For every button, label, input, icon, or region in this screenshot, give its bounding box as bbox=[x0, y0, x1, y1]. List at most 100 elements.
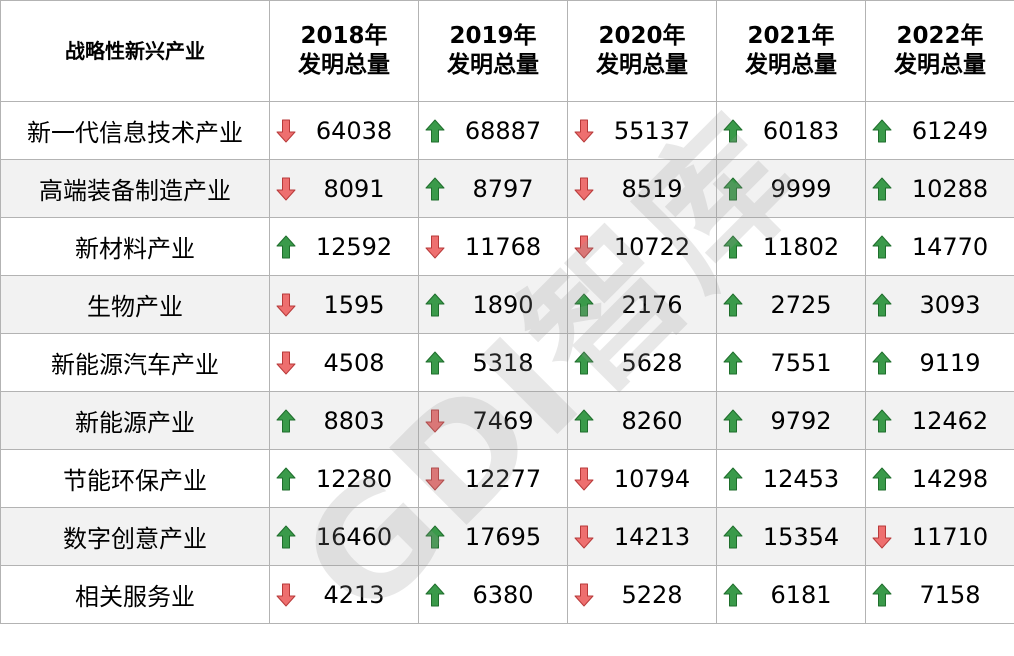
value-cell: 5628 bbox=[568, 334, 717, 392]
industry-name: 新一代信息技术产业 bbox=[1, 102, 270, 160]
value-cell: 15354 bbox=[717, 508, 866, 566]
arrow-up-icon bbox=[872, 119, 892, 143]
value-cell: 14770 bbox=[866, 218, 1014, 276]
arrow-up-icon bbox=[723, 351, 743, 375]
arrow-down-icon bbox=[276, 119, 296, 143]
column-label: 发明总量 bbox=[568, 51, 716, 80]
value-cell: 2725 bbox=[717, 276, 866, 334]
value-cell: 7551 bbox=[717, 334, 866, 392]
arrow-up-icon bbox=[574, 293, 594, 317]
arrow-down-icon bbox=[574, 525, 594, 549]
value-cell: 3093 bbox=[866, 276, 1014, 334]
value-text: 10722 bbox=[598, 218, 716, 275]
value-text: 8260 bbox=[598, 392, 716, 449]
arrow-up-icon bbox=[723, 235, 743, 259]
value-cell: 55137 bbox=[568, 102, 717, 160]
column-label: 发明总量 bbox=[270, 51, 418, 80]
value-cell: 10288 bbox=[866, 160, 1014, 218]
arrow-down-icon bbox=[425, 467, 445, 491]
column-header: 2022年发明总量 bbox=[866, 1, 1014, 102]
industry-name: 相关服务业 bbox=[1, 566, 270, 624]
value-text: 9792 bbox=[747, 392, 865, 449]
value-text: 14770 bbox=[896, 218, 1014, 275]
value-cell: 7158 bbox=[866, 566, 1014, 624]
value-cell: 7469 bbox=[419, 392, 568, 450]
arrow-up-icon bbox=[425, 177, 445, 201]
value-cell: 1595 bbox=[270, 276, 419, 334]
value-text: 6181 bbox=[747, 566, 865, 623]
column-header: 2020年发明总量 bbox=[568, 1, 717, 102]
value-text: 64038 bbox=[300, 102, 418, 159]
value-cell: 12592 bbox=[270, 218, 419, 276]
arrow-up-icon bbox=[723, 119, 743, 143]
value-cell: 6181 bbox=[717, 566, 866, 624]
arrow-down-icon bbox=[276, 293, 296, 317]
value-cell: 1890 bbox=[419, 276, 568, 334]
value-cell: 12277 bbox=[419, 450, 568, 508]
value-cell: 11710 bbox=[866, 508, 1014, 566]
arrow-down-icon bbox=[574, 177, 594, 201]
value-text: 12280 bbox=[300, 450, 418, 507]
column-year: 2021年 bbox=[717, 22, 865, 51]
value-cell: 6380 bbox=[419, 566, 568, 624]
arrow-down-icon bbox=[574, 467, 594, 491]
column-header: 2018年发明总量 bbox=[270, 1, 419, 102]
value-cell: 4213 bbox=[270, 566, 419, 624]
value-cell: 17695 bbox=[419, 508, 568, 566]
value-text: 16460 bbox=[300, 508, 418, 565]
value-text: 2176 bbox=[598, 276, 716, 333]
value-cell: 5318 bbox=[419, 334, 568, 392]
value-text: 9999 bbox=[747, 160, 865, 217]
column-label: 发明总量 bbox=[717, 51, 865, 80]
value-cell: 61249 bbox=[866, 102, 1014, 160]
industry-name: 高端装备制造产业 bbox=[1, 160, 270, 218]
column-label: 发明总量 bbox=[866, 51, 1014, 80]
value-text: 8091 bbox=[300, 160, 418, 217]
arrow-up-icon bbox=[723, 467, 743, 491]
value-cell: 9999 bbox=[717, 160, 866, 218]
arrow-down-icon bbox=[574, 583, 594, 607]
arrow-down-icon bbox=[574, 119, 594, 143]
value-text: 8803 bbox=[300, 392, 418, 449]
arrow-up-icon bbox=[723, 177, 743, 201]
value-text: 1595 bbox=[300, 276, 418, 333]
arrow-up-icon bbox=[574, 351, 594, 375]
arrow-up-icon bbox=[425, 525, 445, 549]
value-text: 11768 bbox=[449, 218, 567, 275]
arrow-down-icon bbox=[425, 235, 445, 259]
value-text: 55137 bbox=[598, 102, 716, 159]
value-cell: 14298 bbox=[866, 450, 1014, 508]
value-text: 3093 bbox=[896, 276, 1014, 333]
industry-name: 新能源产业 bbox=[1, 392, 270, 450]
value-text: 9119 bbox=[896, 334, 1014, 391]
arrow-up-icon bbox=[872, 409, 892, 433]
value-cell: 11802 bbox=[717, 218, 866, 276]
value-text: 7469 bbox=[449, 392, 567, 449]
value-cell: 8803 bbox=[270, 392, 419, 450]
value-text: 14298 bbox=[896, 450, 1014, 507]
column-year: 2019年 bbox=[419, 22, 567, 51]
value-cell: 11768 bbox=[419, 218, 568, 276]
value-text: 2725 bbox=[747, 276, 865, 333]
value-text: 4213 bbox=[300, 566, 418, 623]
industry-name: 生物产业 bbox=[1, 276, 270, 334]
arrow-up-icon bbox=[425, 583, 445, 607]
value-cell: 12462 bbox=[866, 392, 1014, 450]
value-text: 5318 bbox=[449, 334, 567, 391]
value-cell: 10794 bbox=[568, 450, 717, 508]
arrow-up-icon bbox=[872, 467, 892, 491]
value-text: 5628 bbox=[598, 334, 716, 391]
arrow-up-icon bbox=[872, 351, 892, 375]
arrow-down-icon bbox=[574, 235, 594, 259]
value-text: 12277 bbox=[449, 450, 567, 507]
industry-name: 节能环保产业 bbox=[1, 450, 270, 508]
value-cell: 8797 bbox=[419, 160, 568, 218]
